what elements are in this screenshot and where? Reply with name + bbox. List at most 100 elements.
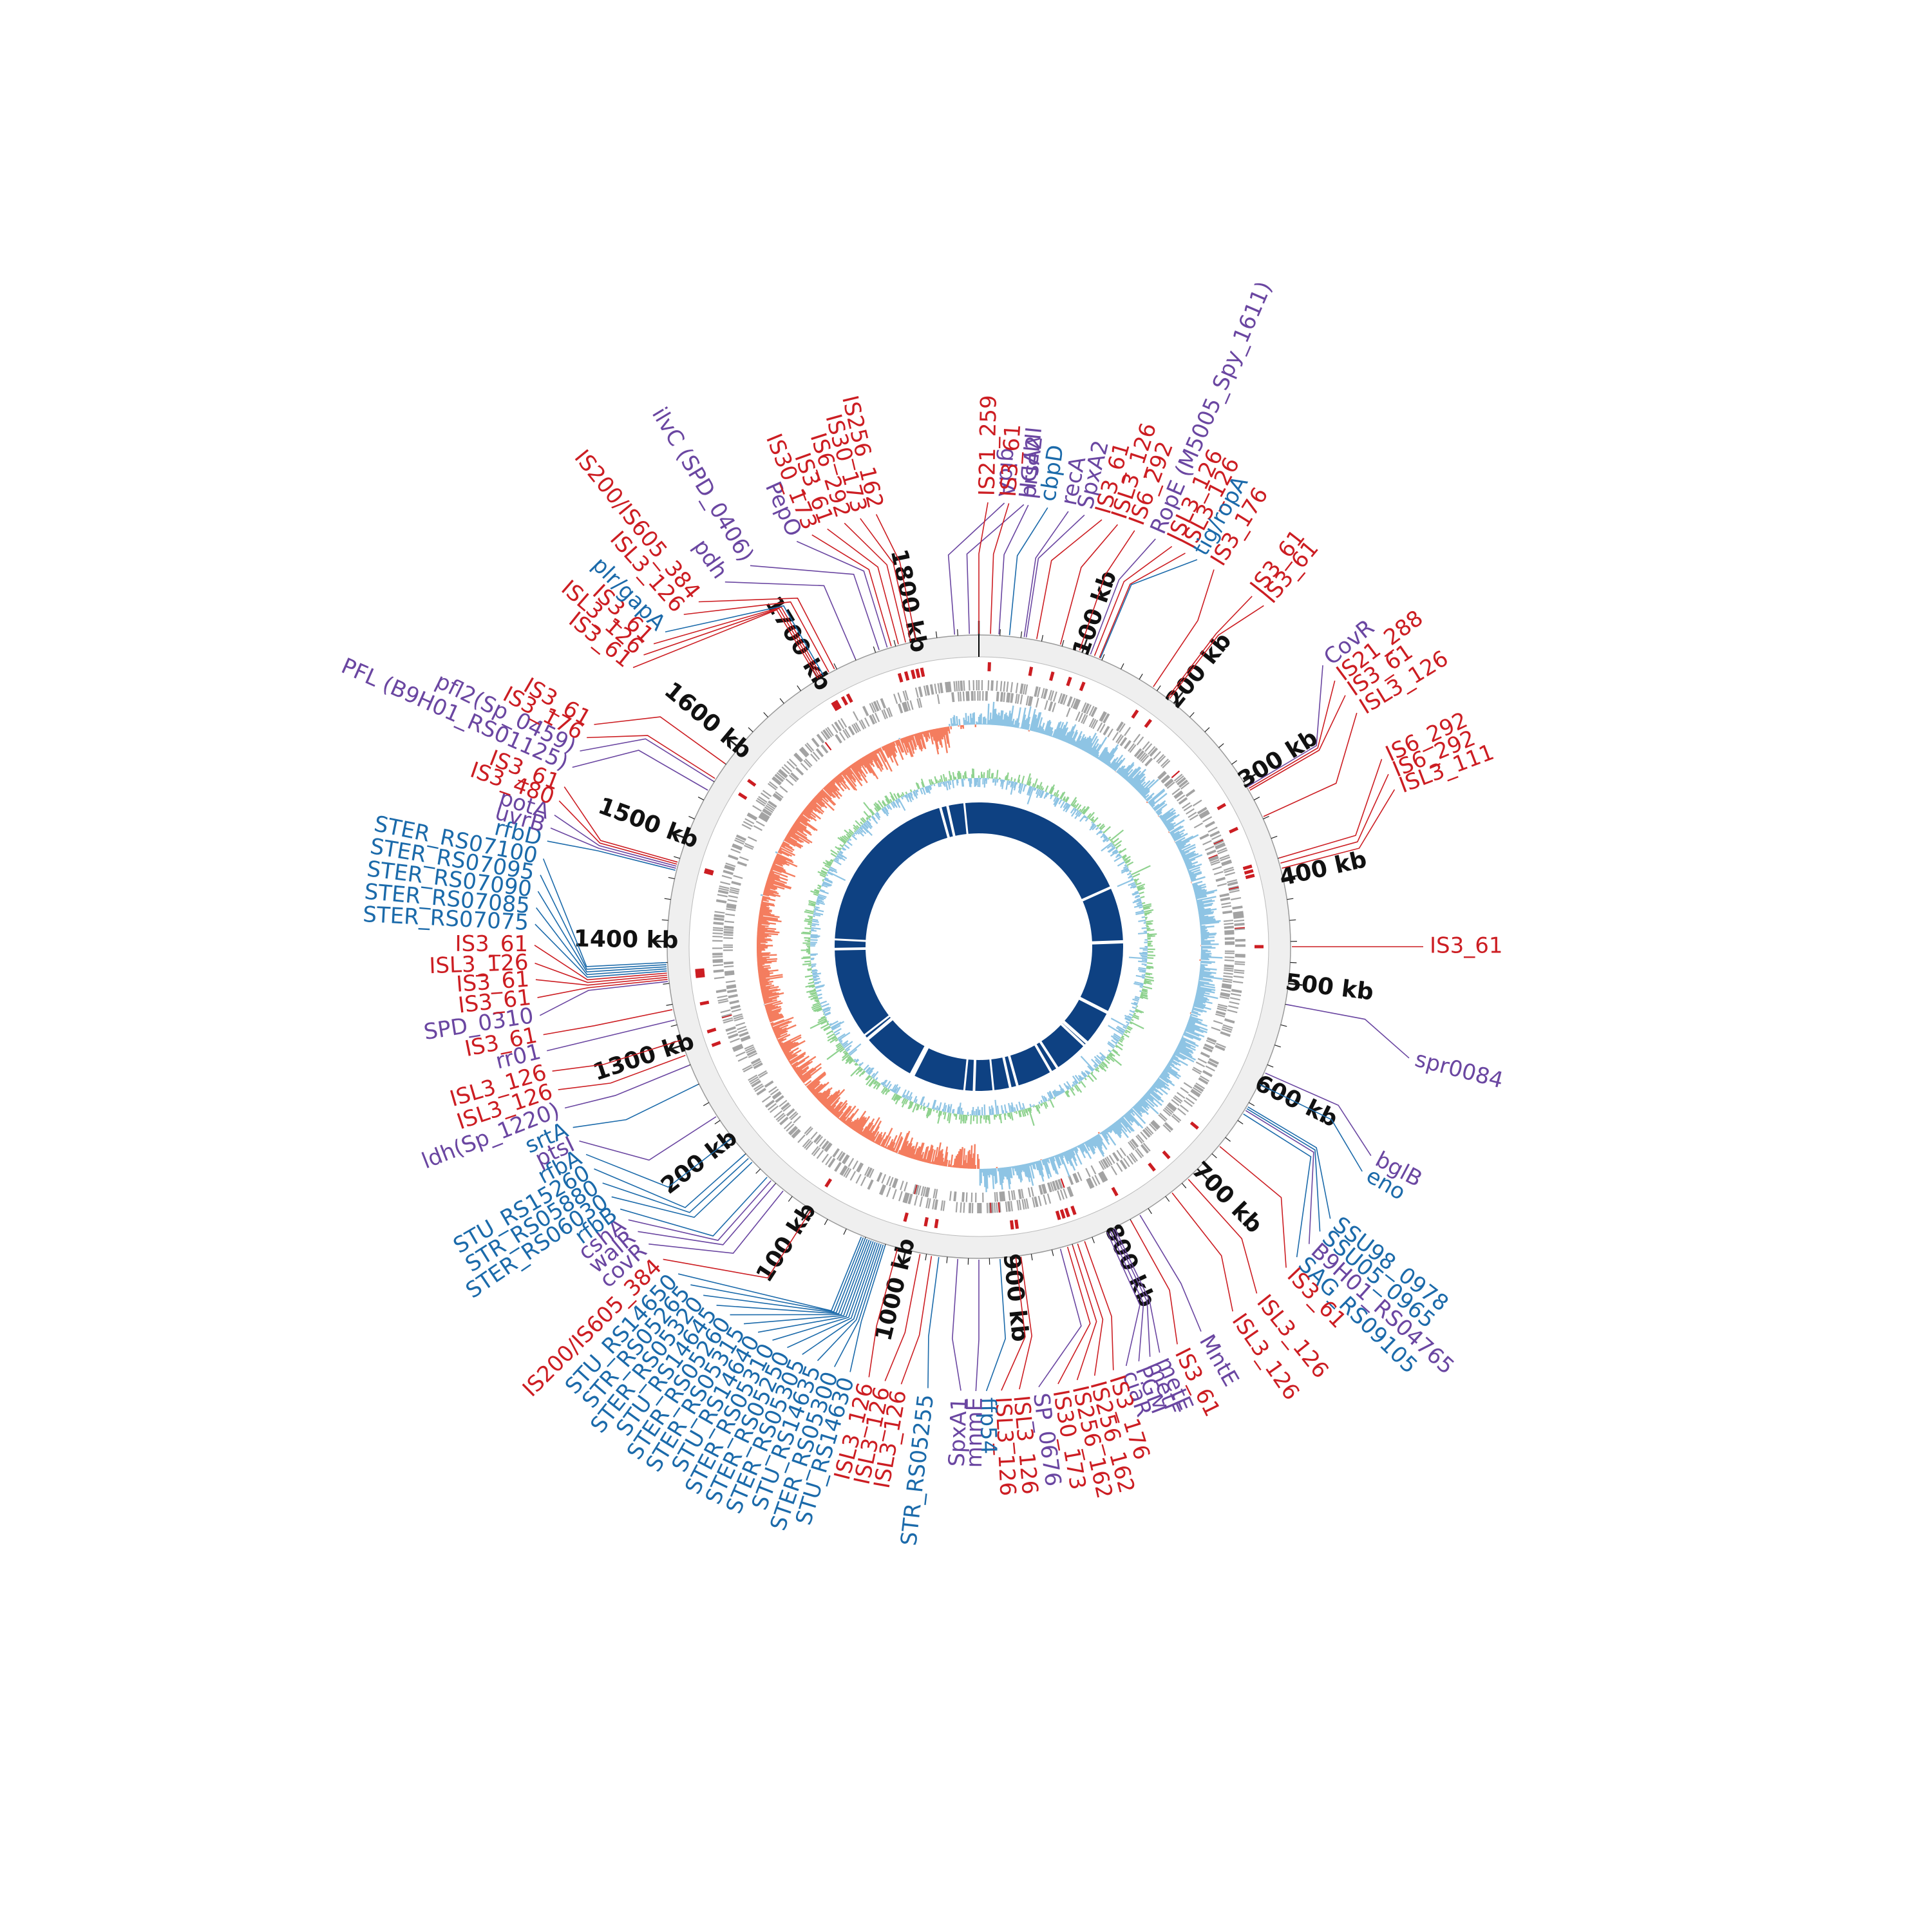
gc-bar	[935, 728, 940, 741]
cds-feature	[1008, 1201, 1011, 1212]
gc-bar	[1048, 1157, 1050, 1159]
gc-bar	[846, 1108, 859, 1126]
cds-feature	[916, 698, 921, 708]
gc-bar	[904, 737, 913, 757]
gc-skew-bar	[1065, 797, 1070, 803]
gc-skew-bar	[896, 1095, 900, 1100]
gc-skew-bar	[1139, 952, 1148, 954]
cds-feature	[767, 1103, 777, 1111]
gc-bar	[1198, 911, 1215, 915]
gc-skew-bar	[1142, 989, 1147, 992]
gc-skew-bar	[814, 908, 824, 913]
annotation-leader-line	[1130, 1220, 1178, 1345]
gc-bar	[1130, 774, 1140, 785]
gc-skew-bar	[1041, 1095, 1046, 1103]
cds-feature	[1052, 1180, 1057, 1191]
gc-skew-bar	[876, 803, 882, 810]
gc-skew-bar	[1144, 911, 1152, 914]
gc-bar	[1189, 872, 1195, 876]
cds-feature	[735, 835, 746, 841]
is-marker	[903, 1212, 909, 1222]
gc-bar	[1182, 1036, 1184, 1038]
gc-skew-bar	[1115, 844, 1122, 849]
cds-feature	[1019, 694, 1023, 705]
gc-skew-bar	[1034, 788, 1037, 791]
gc-bar	[1016, 1165, 1020, 1179]
gc-skew-bar	[812, 971, 817, 974]
gc-bar	[1165, 822, 1171, 828]
cds-feature	[1145, 758, 1153, 767]
annotation-leader-line	[1094, 545, 1173, 656]
gc-bar	[911, 1142, 918, 1159]
gc-bar	[772, 864, 786, 871]
cds-feature	[1133, 734, 1141, 743]
gc-skew-bar	[1053, 796, 1057, 802]
cds-feature	[855, 1173, 862, 1184]
cds-feature	[805, 1127, 813, 1136]
gc-bar	[1037, 1160, 1045, 1182]
gc-skew-bar	[1107, 846, 1115, 853]
gc-bar	[1006, 1167, 1011, 1189]
gc-skew-bar	[943, 1112, 947, 1120]
gc-bar	[831, 1101, 844, 1115]
gc-skew-bar	[1063, 1083, 1069, 1090]
gc-bar	[802, 1066, 822, 1083]
gc-skew-bar	[1117, 1025, 1126, 1032]
gc-skew-bar	[1144, 914, 1148, 916]
cds-feature	[725, 1027, 736, 1032]
gc-bar	[1134, 779, 1146, 790]
gc-bar	[1150, 793, 1168, 807]
gc-bar	[853, 762, 868, 784]
gc-skew-bar	[947, 1106, 951, 1113]
gc-bar	[799, 815, 808, 822]
gc-bar	[1160, 809, 1176, 820]
gc-skew-bar	[1132, 899, 1142, 904]
cds-feature	[1097, 722, 1103, 732]
cds-feature	[713, 970, 724, 973]
gc-skew-bar	[989, 1108, 992, 1115]
gc-skew-bar	[811, 963, 817, 965]
gc-skew-bar	[813, 979, 818, 981]
gc-skew-bar	[1058, 1090, 1062, 1095]
cds-feature	[1224, 869, 1235, 873]
gc-bar	[1055, 727, 1061, 739]
cds-feature	[1066, 696, 1072, 706]
gc-bar	[1149, 800, 1155, 806]
cds-feature	[1222, 861, 1233, 866]
gc-skew-bar	[1018, 782, 1021, 789]
gc-bar	[1169, 825, 1182, 834]
gc-bar	[1150, 1086, 1158, 1093]
gc-bar	[1092, 1136, 1105, 1155]
gc-bar	[914, 1146, 921, 1160]
cds-feature	[759, 1072, 768, 1079]
cds-feature	[1160, 758, 1169, 767]
annotation-leader-line	[1248, 680, 1336, 789]
cds-feature	[1195, 1061, 1206, 1068]
gc-bar	[858, 759, 864, 766]
gc-bar	[933, 1146, 939, 1165]
annotation-leader-line	[1265, 1072, 1372, 1157]
cds-feature	[1222, 983, 1232, 987]
cds-feature	[1206, 1037, 1217, 1043]
cds-feature	[1228, 886, 1239, 891]
cds-feature	[1206, 849, 1217, 855]
gc-skew-bar	[1014, 778, 1016, 782]
gc-skew-bar	[1010, 1105, 1013, 1113]
gc-bar	[1193, 1005, 1204, 1010]
cds-feature	[1215, 878, 1226, 882]
gc-bar	[863, 1122, 874, 1138]
cds-feature	[853, 723, 860, 733]
gc-bar	[1198, 907, 1211, 912]
gc-skew-bar	[994, 779, 997, 786]
cds-feature	[1166, 781, 1175, 789]
gc-bar	[1068, 1149, 1078, 1166]
gc-bar	[1180, 1039, 1196, 1048]
gc-skew-bar	[817, 871, 826, 876]
gc-bar	[848, 1121, 854, 1128]
gc-bar	[1187, 863, 1202, 871]
gc-bar	[970, 1145, 973, 1169]
cds-feature	[1124, 726, 1132, 737]
cds-feature	[1010, 1200, 1013, 1211]
gc-skew-bar	[1113, 1037, 1119, 1043]
gc-bar	[858, 759, 868, 775]
